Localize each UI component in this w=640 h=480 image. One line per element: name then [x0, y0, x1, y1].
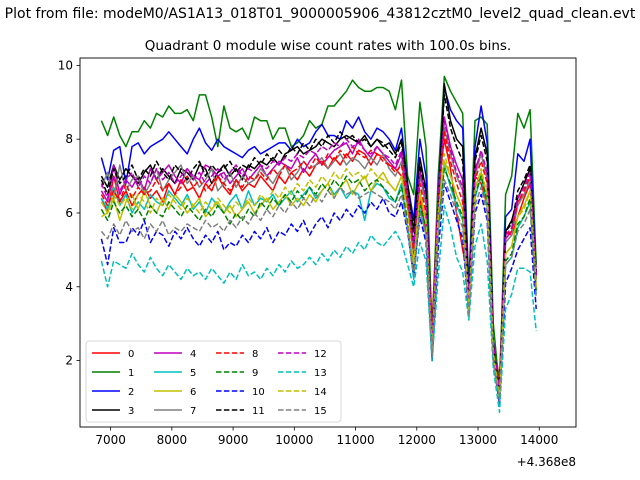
legend-box [85, 340, 342, 423]
plot-frame [79, 57, 577, 428]
legend-label-9: 9 [252, 368, 258, 379]
y-tick-label: 4 [65, 280, 73, 294]
x-tick-label: 11000 [336, 433, 374, 447]
x-tick-label: 9000 [218, 433, 249, 447]
legend-label-7: 7 [190, 406, 196, 417]
legend-label-15: 15 [314, 406, 327, 417]
legend-label-12: 12 [314, 349, 327, 360]
legend-label-5: 5 [190, 368, 196, 379]
series-line-13 [100, 204, 537, 413]
legend-label-10: 10 [252, 387, 265, 398]
y-tick-label: 8 [65, 132, 73, 146]
legend-label-2: 2 [128, 387, 134, 398]
y-tick-label: 2 [65, 354, 73, 368]
figure-suptitle: Plot from file: modeM0/AS1A13_018T01_900… [5, 6, 636, 22]
series-line-11 [100, 94, 537, 391]
x-tick-label: 12000 [398, 433, 436, 447]
series-line-15 [100, 179, 537, 402]
legend-label-6: 6 [190, 387, 196, 398]
series-layer [100, 75, 537, 413]
x-offset-label: +4.368e8 [517, 455, 576, 469]
legend-label-8: 8 [252, 349, 258, 360]
y-tick-label: 6 [65, 206, 73, 220]
legend-label-14: 14 [314, 387, 327, 398]
x-tick-label: 10000 [275, 433, 313, 447]
legend-label-0: 0 [128, 349, 134, 360]
legend-label-1: 1 [128, 368, 134, 379]
legend-label-13: 13 [314, 368, 327, 379]
x-tick-label: 14000 [520, 433, 558, 447]
chart-title: Quadrant 0 module wise count rates with … [145, 38, 511, 54]
y-tick-label: 10 [58, 58, 73, 72]
legend-label-4: 4 [190, 349, 196, 360]
legend-label-11: 11 [252, 406, 265, 417]
x-tick-label: 13000 [459, 433, 497, 447]
series-line-14 [100, 153, 537, 399]
series-line-8 [100, 131, 537, 388]
x-axis: 7000 8000 9000 10000 11000 12000 13000 14000 [95, 427, 558, 447]
x-tick-label: 7000 [95, 433, 126, 447]
series-line-12 [100, 119, 537, 391]
y-axis: 2 4 6 8 10 [58, 58, 80, 368]
x-tick-label: 8000 [157, 433, 188, 447]
legend-label-3: 3 [128, 406, 134, 417]
